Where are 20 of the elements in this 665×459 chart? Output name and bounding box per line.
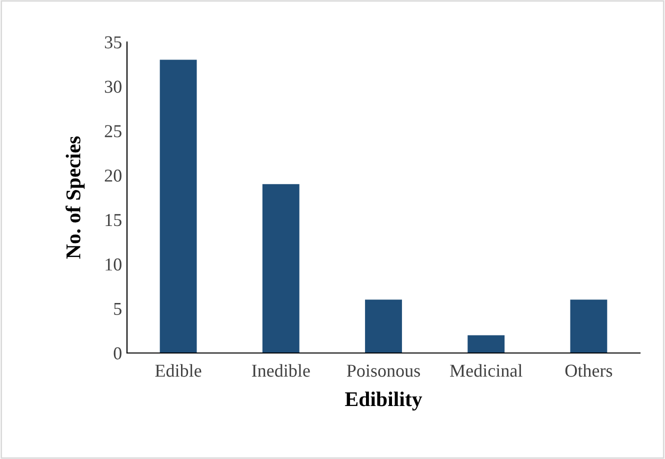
y-tick-label: 35 (104, 36, 122, 48)
bar (160, 60, 197, 353)
y-tick-label: 15 (106, 214, 122, 226)
bar (570, 300, 608, 353)
x-tick-label: Others (565, 364, 612, 377)
x-tick-label: Inedible (252, 364, 310, 377)
x-tick-label: Poisonous (346, 364, 420, 377)
y-tick-label: 5 (114, 303, 122, 316)
x-tick-label: Edible (155, 364, 202, 377)
y-axis-title: No. of Species (66, 136, 85, 259)
x-tick-label: Medicinal (450, 364, 522, 377)
y-tick-label: 0 (114, 347, 122, 360)
x-axis-title: Edibility (345, 392, 422, 411)
y-tick-label: 20 (104, 170, 122, 182)
y-tick-label: 25 (104, 125, 122, 138)
bar (262, 184, 300, 353)
y-tick-label: 30 (104, 80, 122, 93)
y-tick-label: 10 (106, 258, 122, 271)
bar (468, 335, 505, 353)
bar (365, 300, 402, 353)
